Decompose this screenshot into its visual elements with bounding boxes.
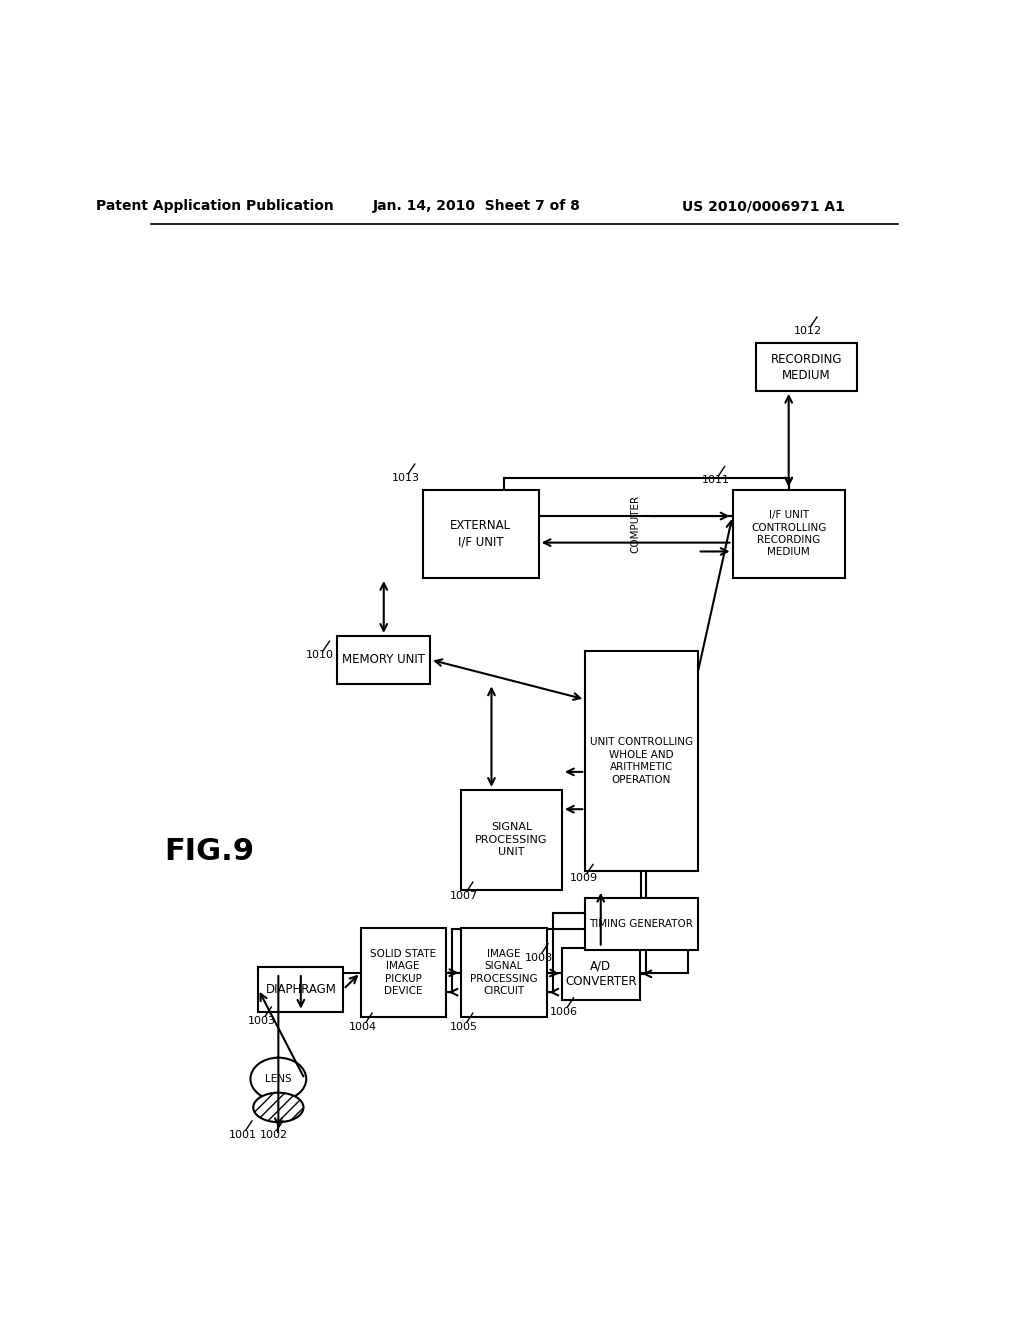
- Text: 1002: 1002: [260, 1130, 288, 1139]
- Text: 1003: 1003: [248, 1016, 276, 1026]
- Text: 1010: 1010: [306, 649, 334, 660]
- Text: MEMORY UNIT: MEMORY UNIT: [342, 653, 425, 667]
- Text: 1004: 1004: [349, 1022, 377, 1032]
- Text: US 2010/0006971 A1: US 2010/0006971 A1: [682, 199, 845, 213]
- Text: SIGNAL
PROCESSING
UNIT: SIGNAL PROCESSING UNIT: [475, 822, 548, 857]
- Bar: [423, 490, 539, 578]
- Bar: [461, 928, 547, 1016]
- Bar: [258, 966, 343, 1011]
- Bar: [562, 948, 640, 1001]
- Text: Jan. 14, 2010  Sheet 7 of 8: Jan. 14, 2010 Sheet 7 of 8: [373, 199, 581, 213]
- Text: FIG.9: FIG.9: [164, 837, 254, 866]
- Text: TIMING GENERATOR: TIMING GENERATOR: [590, 919, 693, 929]
- Text: Patent Application Publication: Patent Application Publication: [96, 199, 334, 213]
- Text: 1005: 1005: [450, 1022, 477, 1032]
- Text: UNIT CONTROLLING
WHOLE AND
ARITHMETIC
OPERATION: UNIT CONTROLLING WHOLE AND ARITHMETIC OP…: [590, 738, 693, 784]
- Text: 1008: 1008: [524, 953, 553, 962]
- Text: 1007: 1007: [450, 891, 477, 902]
- Ellipse shape: [253, 1093, 303, 1122]
- Bar: [732, 490, 845, 578]
- Text: LENS: LENS: [265, 1074, 292, 1084]
- Bar: [586, 898, 697, 950]
- Text: 1009: 1009: [569, 874, 598, 883]
- Text: IMAGE
SIGNAL
PROCESSING
CIRCUIT: IMAGE SIGNAL PROCESSING CIRCUIT: [470, 949, 538, 997]
- Bar: [360, 928, 445, 1016]
- Text: 1001: 1001: [228, 1130, 257, 1139]
- Text: 1012: 1012: [794, 326, 821, 335]
- Text: RECORDING
MEDIUM: RECORDING MEDIUM: [770, 352, 842, 381]
- Ellipse shape: [251, 1057, 306, 1100]
- Text: A/D
CONVERTER: A/D CONVERTER: [565, 960, 637, 989]
- Text: COMPUTER: COMPUTER: [631, 495, 641, 553]
- Text: EXTERNAL
I/F UNIT: EXTERNAL I/F UNIT: [451, 519, 511, 548]
- Text: 1013: 1013: [391, 473, 420, 483]
- Bar: [461, 789, 562, 890]
- Text: 1006: 1006: [550, 1007, 579, 1016]
- Bar: [337, 636, 430, 684]
- Bar: [756, 343, 856, 391]
- Bar: [586, 651, 697, 871]
- Text: DIAPHRAGM: DIAPHRAGM: [265, 982, 336, 995]
- Text: 1011: 1011: [701, 475, 729, 486]
- Text: SOLID STATE
IMAGE
PICKUP
DEVICE: SOLID STATE IMAGE PICKUP DEVICE: [370, 949, 436, 997]
- Text: I/F UNIT
CONTROLLING
RECORDING
MEDIUM: I/F UNIT CONTROLLING RECORDING MEDIUM: [751, 510, 826, 557]
